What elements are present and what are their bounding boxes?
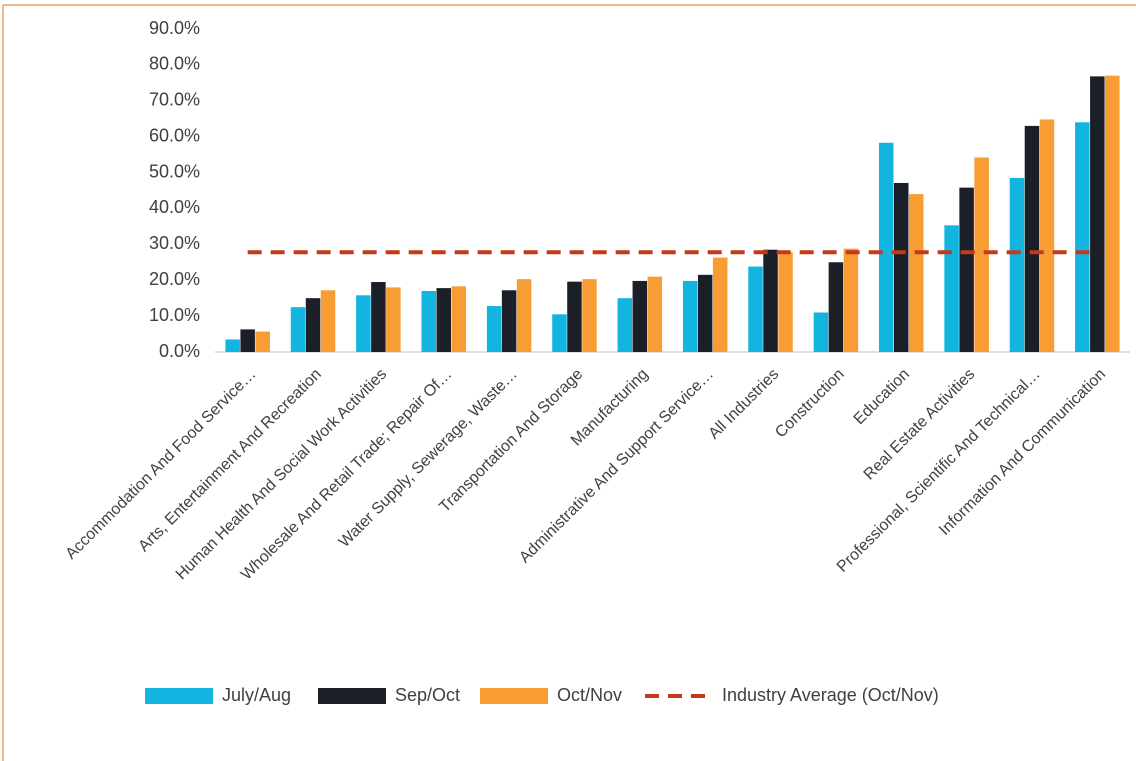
bar bbox=[894, 182, 909, 352]
bar bbox=[421, 290, 436, 352]
bar bbox=[240, 329, 255, 352]
bar bbox=[567, 281, 582, 352]
legend-swatch bbox=[480, 688, 548, 704]
bar bbox=[451, 286, 466, 352]
x-tick-label: Real Estate Activities bbox=[861, 366, 979, 484]
bar bbox=[828, 262, 844, 352]
legend-label: Sep/Oct bbox=[395, 685, 460, 705]
bar bbox=[617, 298, 633, 352]
x-tick-label: Education bbox=[851, 366, 913, 428]
bar bbox=[1009, 177, 1025, 352]
bar bbox=[552, 314, 567, 352]
bar bbox=[225, 339, 240, 352]
bar bbox=[748, 266, 763, 352]
bar bbox=[386, 287, 401, 352]
bar bbox=[290, 307, 306, 352]
bar bbox=[959, 187, 974, 352]
bar bbox=[486, 306, 502, 352]
bar bbox=[305, 298, 321, 352]
x-tick-label: All Industries bbox=[706, 366, 783, 443]
y-tick-label: 80.0% bbox=[149, 54, 200, 74]
legend-label: Oct/Nov bbox=[557, 685, 622, 705]
bar bbox=[813, 312, 829, 352]
bar bbox=[1090, 76, 1105, 352]
bar bbox=[516, 279, 532, 352]
bar bbox=[356, 295, 371, 352]
x-tick-label: Transportation And Storage bbox=[436, 366, 586, 516]
x-tick-label: Construction bbox=[772, 366, 848, 442]
bar bbox=[371, 282, 386, 352]
y-tick-label: 10.0% bbox=[149, 305, 200, 325]
bar bbox=[974, 157, 989, 352]
bar bbox=[763, 249, 778, 352]
y-tick-label: 50.0% bbox=[149, 161, 200, 181]
bar bbox=[778, 252, 793, 352]
legend-swatch bbox=[318, 688, 386, 704]
y-tick-label: 60.0% bbox=[149, 125, 200, 145]
bar bbox=[909, 194, 924, 352]
bar bbox=[712, 257, 728, 352]
legend-swatch bbox=[145, 688, 213, 704]
bar bbox=[843, 248, 859, 352]
bar bbox=[1039, 119, 1055, 352]
y-tick-label: 30.0% bbox=[149, 233, 200, 253]
bar bbox=[647, 276, 663, 352]
bar bbox=[944, 225, 959, 352]
y-tick-label: 40.0% bbox=[149, 197, 200, 217]
bar bbox=[436, 288, 451, 352]
y-tick-label: 90.0% bbox=[149, 18, 200, 38]
legend-label: July/Aug bbox=[222, 685, 291, 705]
bar bbox=[501, 290, 517, 352]
y-tick-label: 70.0% bbox=[149, 90, 200, 110]
bar bbox=[697, 274, 713, 352]
y-tick-label: 20.0% bbox=[149, 269, 200, 289]
bar bbox=[582, 279, 597, 352]
bar bbox=[320, 290, 336, 352]
y-tick-label: 0.0% bbox=[159, 341, 200, 361]
bar bbox=[682, 280, 698, 352]
bar bbox=[255, 331, 270, 352]
legend-label: Industry Average (Oct/Nov) bbox=[722, 685, 939, 705]
bar bbox=[1024, 125, 1040, 353]
bar bbox=[632, 280, 648, 352]
bar bbox=[879, 142, 894, 352]
bar bbox=[1105, 75, 1120, 353]
bar bbox=[1075, 122, 1090, 352]
